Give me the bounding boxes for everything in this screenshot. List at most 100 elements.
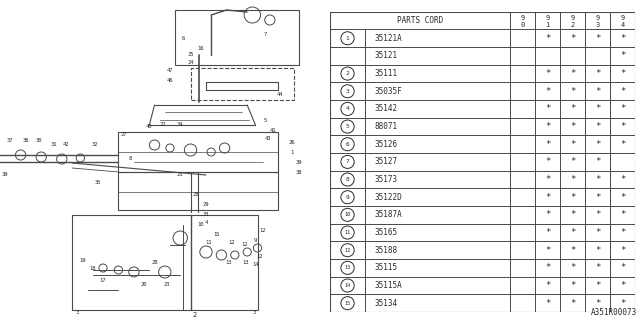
Text: *: * <box>545 228 550 237</box>
Text: 1: 1 <box>346 36 349 41</box>
Bar <box>330 224 365 241</box>
Text: 47: 47 <box>166 68 173 73</box>
Text: *: * <box>545 281 550 290</box>
Text: 3: 3 <box>253 309 256 315</box>
Bar <box>560 83 585 100</box>
Text: *: * <box>570 34 575 43</box>
Bar <box>510 118 535 135</box>
Text: 9: 9 <box>520 15 525 20</box>
Bar <box>330 188 365 206</box>
Bar <box>72 215 257 310</box>
Bar <box>585 206 610 224</box>
Bar <box>330 241 365 259</box>
Bar <box>610 259 635 277</box>
Text: *: * <box>595 122 600 131</box>
Bar <box>330 12 510 29</box>
Bar <box>610 29 635 47</box>
Bar <box>610 153 635 171</box>
Text: 18: 18 <box>90 266 96 270</box>
Text: 30: 30 <box>36 138 42 142</box>
Bar <box>535 224 560 241</box>
Bar <box>330 135 365 153</box>
Text: 13: 13 <box>344 265 351 270</box>
Text: PARTS CORD: PARTS CORD <box>397 16 443 25</box>
Bar <box>585 294 610 312</box>
Bar <box>330 294 365 312</box>
Bar <box>365 83 510 100</box>
Text: 39: 39 <box>296 159 302 164</box>
Text: *: * <box>570 140 575 149</box>
Text: *: * <box>595 87 600 96</box>
Bar <box>365 118 510 135</box>
Bar <box>585 188 610 206</box>
Text: 25: 25 <box>188 52 194 57</box>
Bar <box>560 118 585 135</box>
Text: 9: 9 <box>254 237 257 243</box>
Bar <box>560 206 585 224</box>
Bar <box>330 259 365 277</box>
Bar <box>535 83 560 100</box>
Text: *: * <box>620 87 625 96</box>
Bar <box>510 153 535 171</box>
Text: 43: 43 <box>264 135 271 140</box>
Text: 33: 33 <box>203 212 209 218</box>
Bar <box>560 100 585 118</box>
Bar <box>510 135 535 153</box>
Bar <box>610 171 635 188</box>
Bar <box>510 224 535 241</box>
Bar <box>365 100 510 118</box>
Bar <box>610 277 635 294</box>
Bar <box>560 12 585 29</box>
Text: 35134: 35134 <box>374 299 397 308</box>
Text: 28: 28 <box>151 260 157 265</box>
Text: *: * <box>595 157 600 166</box>
Bar <box>365 135 510 153</box>
Text: *: * <box>620 122 625 131</box>
Text: 4: 4 <box>620 21 625 28</box>
Text: 13: 13 <box>242 260 248 265</box>
Bar <box>610 65 635 83</box>
Bar <box>330 83 365 100</box>
Bar <box>330 277 365 294</box>
Text: 2: 2 <box>570 21 575 28</box>
Bar <box>535 12 560 29</box>
Text: 41: 41 <box>269 127 276 132</box>
Bar <box>330 29 365 47</box>
Text: 12: 12 <box>259 228 266 233</box>
Text: 10: 10 <box>344 212 351 217</box>
Text: *: * <box>545 246 550 255</box>
Text: 12: 12 <box>228 239 235 244</box>
Text: 35122D: 35122D <box>374 193 402 202</box>
Bar <box>365 29 510 47</box>
Text: 21: 21 <box>177 172 184 178</box>
Bar <box>365 188 510 206</box>
Text: 35: 35 <box>95 180 101 186</box>
Bar <box>330 100 365 118</box>
Text: 12: 12 <box>344 248 351 253</box>
Bar <box>535 206 560 224</box>
Text: *: * <box>595 140 600 149</box>
Text: *: * <box>595 175 600 184</box>
Bar <box>610 83 635 100</box>
Bar <box>510 206 535 224</box>
Bar <box>118 172 278 210</box>
Text: *: * <box>545 263 550 272</box>
Bar <box>560 135 585 153</box>
Text: 35142: 35142 <box>374 104 397 113</box>
Bar <box>610 100 635 118</box>
Text: *: * <box>545 193 550 202</box>
Text: *: * <box>570 281 575 290</box>
Bar <box>585 29 610 47</box>
Bar <box>535 100 560 118</box>
Bar <box>585 135 610 153</box>
Bar <box>330 153 365 171</box>
Bar <box>610 135 635 153</box>
Text: *: * <box>620 175 625 184</box>
Text: *: * <box>620 299 625 308</box>
Text: 8: 8 <box>128 156 131 161</box>
Text: 32: 32 <box>92 142 98 148</box>
Bar <box>510 259 535 277</box>
Bar <box>510 29 535 47</box>
Text: 17: 17 <box>100 277 106 283</box>
Bar <box>535 118 560 135</box>
